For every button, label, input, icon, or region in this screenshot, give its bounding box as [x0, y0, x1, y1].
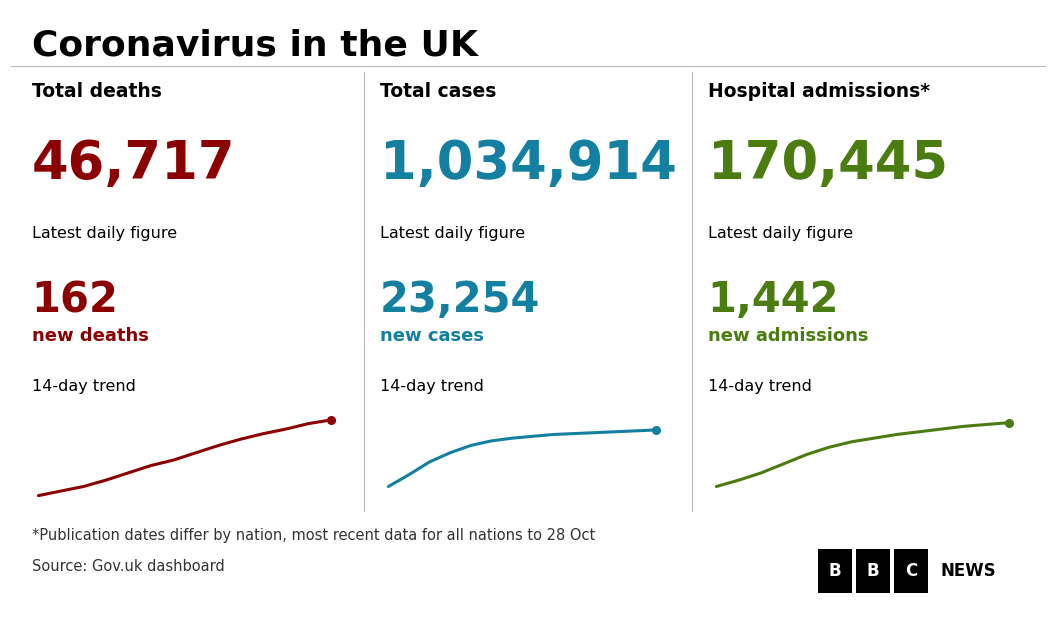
Text: *Publication dates differ by nation, most recent data for all nations to 28 Oct: *Publication dates differ by nation, mos… — [32, 528, 595, 543]
Text: Total deaths: Total deaths — [32, 82, 162, 100]
Text: Latest daily figure: Latest daily figure — [380, 226, 525, 241]
Text: 1,442: 1,442 — [708, 279, 840, 321]
Text: 46,717: 46,717 — [32, 138, 235, 190]
Text: NEWS: NEWS — [941, 562, 997, 579]
Text: Coronavirus in the UK: Coronavirus in the UK — [32, 28, 477, 62]
Text: Latest daily figure: Latest daily figure — [708, 226, 852, 241]
Text: 1,034,914: 1,034,914 — [380, 138, 677, 190]
Text: 14-day trend: 14-day trend — [708, 379, 811, 394]
Text: B: B — [829, 562, 842, 579]
Text: Total cases: Total cases — [380, 82, 496, 100]
Text: 162: 162 — [32, 279, 118, 321]
Text: 14-day trend: 14-day trend — [32, 379, 135, 394]
Text: 23,254: 23,254 — [380, 279, 541, 321]
Text: C: C — [905, 562, 918, 579]
Text: Hospital admissions*: Hospital admissions* — [708, 82, 929, 100]
Text: Latest daily figure: Latest daily figure — [32, 226, 176, 241]
Text: B: B — [867, 562, 880, 579]
Text: Source: Gov.uk dashboard: Source: Gov.uk dashboard — [32, 559, 225, 574]
Text: new admissions: new admissions — [708, 327, 868, 345]
Text: new cases: new cases — [380, 327, 484, 345]
Text: new deaths: new deaths — [32, 327, 149, 345]
Text: 170,445: 170,445 — [708, 138, 947, 190]
Text: 14-day trend: 14-day trend — [380, 379, 484, 394]
